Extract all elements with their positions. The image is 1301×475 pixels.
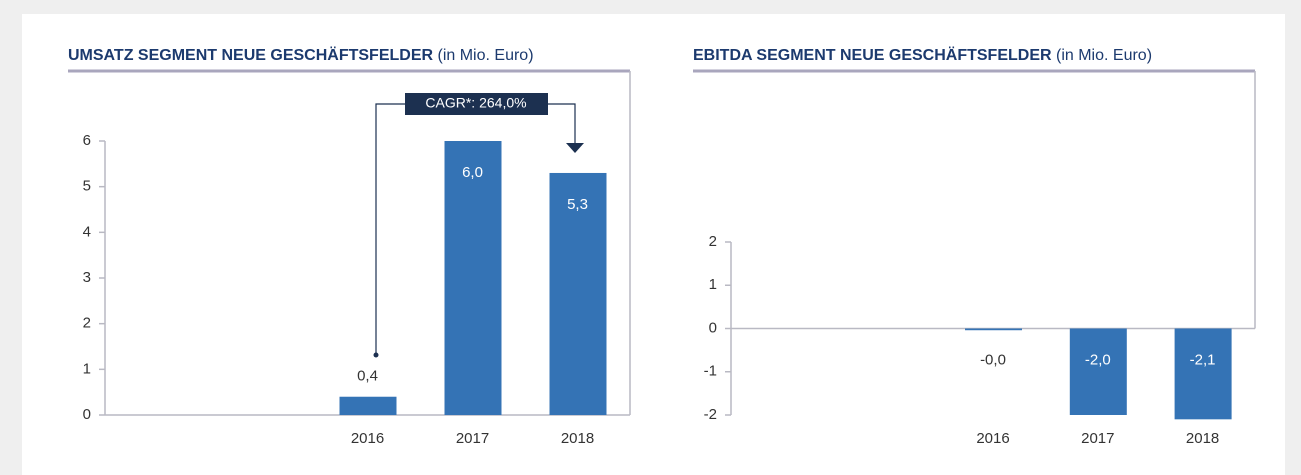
bar xyxy=(965,328,1022,331)
chart-title-line: EBITDA SEGMENT NEUE GESCHÄFTSFELDER (in … xyxy=(693,46,1152,64)
value-label: 6,0 xyxy=(462,164,483,181)
annotation-arrow xyxy=(566,143,584,153)
annotation-line xyxy=(548,103,576,145)
x-tick-label: 2016 xyxy=(351,430,384,447)
value-label: -2,0 xyxy=(1085,351,1111,368)
x-tick-label: 2018 xyxy=(1186,430,1219,447)
value-label: 0,4 xyxy=(357,368,378,385)
y-tick-label: 3 xyxy=(83,269,91,286)
cagr-annotation: CAGR*: 264,0% xyxy=(373,93,584,358)
value-label: -0,0 xyxy=(980,351,1006,368)
annotation-text: CAGR*: 264,0% xyxy=(425,95,526,111)
bar xyxy=(339,396,397,415)
annotation-dot xyxy=(373,352,379,358)
chart-subtitle: (in Mio. Euro) xyxy=(438,47,534,64)
bar xyxy=(1174,328,1232,420)
annotation-line xyxy=(375,103,405,355)
y-tick-label: 0 xyxy=(83,406,91,423)
bar xyxy=(549,172,607,415)
y-tick-label: 4 xyxy=(83,223,91,240)
y-tick-label: 0 xyxy=(709,319,717,336)
bar xyxy=(444,141,502,415)
value-label: 5,3 xyxy=(567,196,588,213)
y-tick-label: 2 xyxy=(709,233,717,250)
annotation-box xyxy=(405,93,548,115)
y-tick-label: -2 xyxy=(704,406,717,423)
chart-subtitle: (in Mio. Euro) xyxy=(1056,47,1152,64)
chart-title-line: UMSATZ SEGMENT NEUE GESCHÄFTSFELDER (in … xyxy=(68,46,534,64)
x-tick-label: 2018 xyxy=(561,430,594,447)
y-tick-label: 2 xyxy=(83,315,91,332)
y-tick-label: 1 xyxy=(709,276,717,293)
x-tick-label: 2017 xyxy=(1081,430,1114,447)
chart-title: EBITDA SEGMENT NEUE GESCHÄFTSFELDER xyxy=(693,46,1052,64)
y-tick-label: 6 xyxy=(83,132,91,149)
x-tick-label: 2016 xyxy=(976,430,1009,447)
y-tick-label: -1 xyxy=(704,363,717,380)
bar xyxy=(1069,328,1127,415)
value-label: -2,1 xyxy=(1190,351,1216,368)
y-tick-label: 1 xyxy=(83,360,91,377)
x-tick-label: 2017 xyxy=(456,430,489,447)
y-tick-label: 5 xyxy=(83,178,91,195)
chart-title: UMSATZ SEGMENT NEUE GESCHÄFTSFELDER xyxy=(68,46,433,64)
